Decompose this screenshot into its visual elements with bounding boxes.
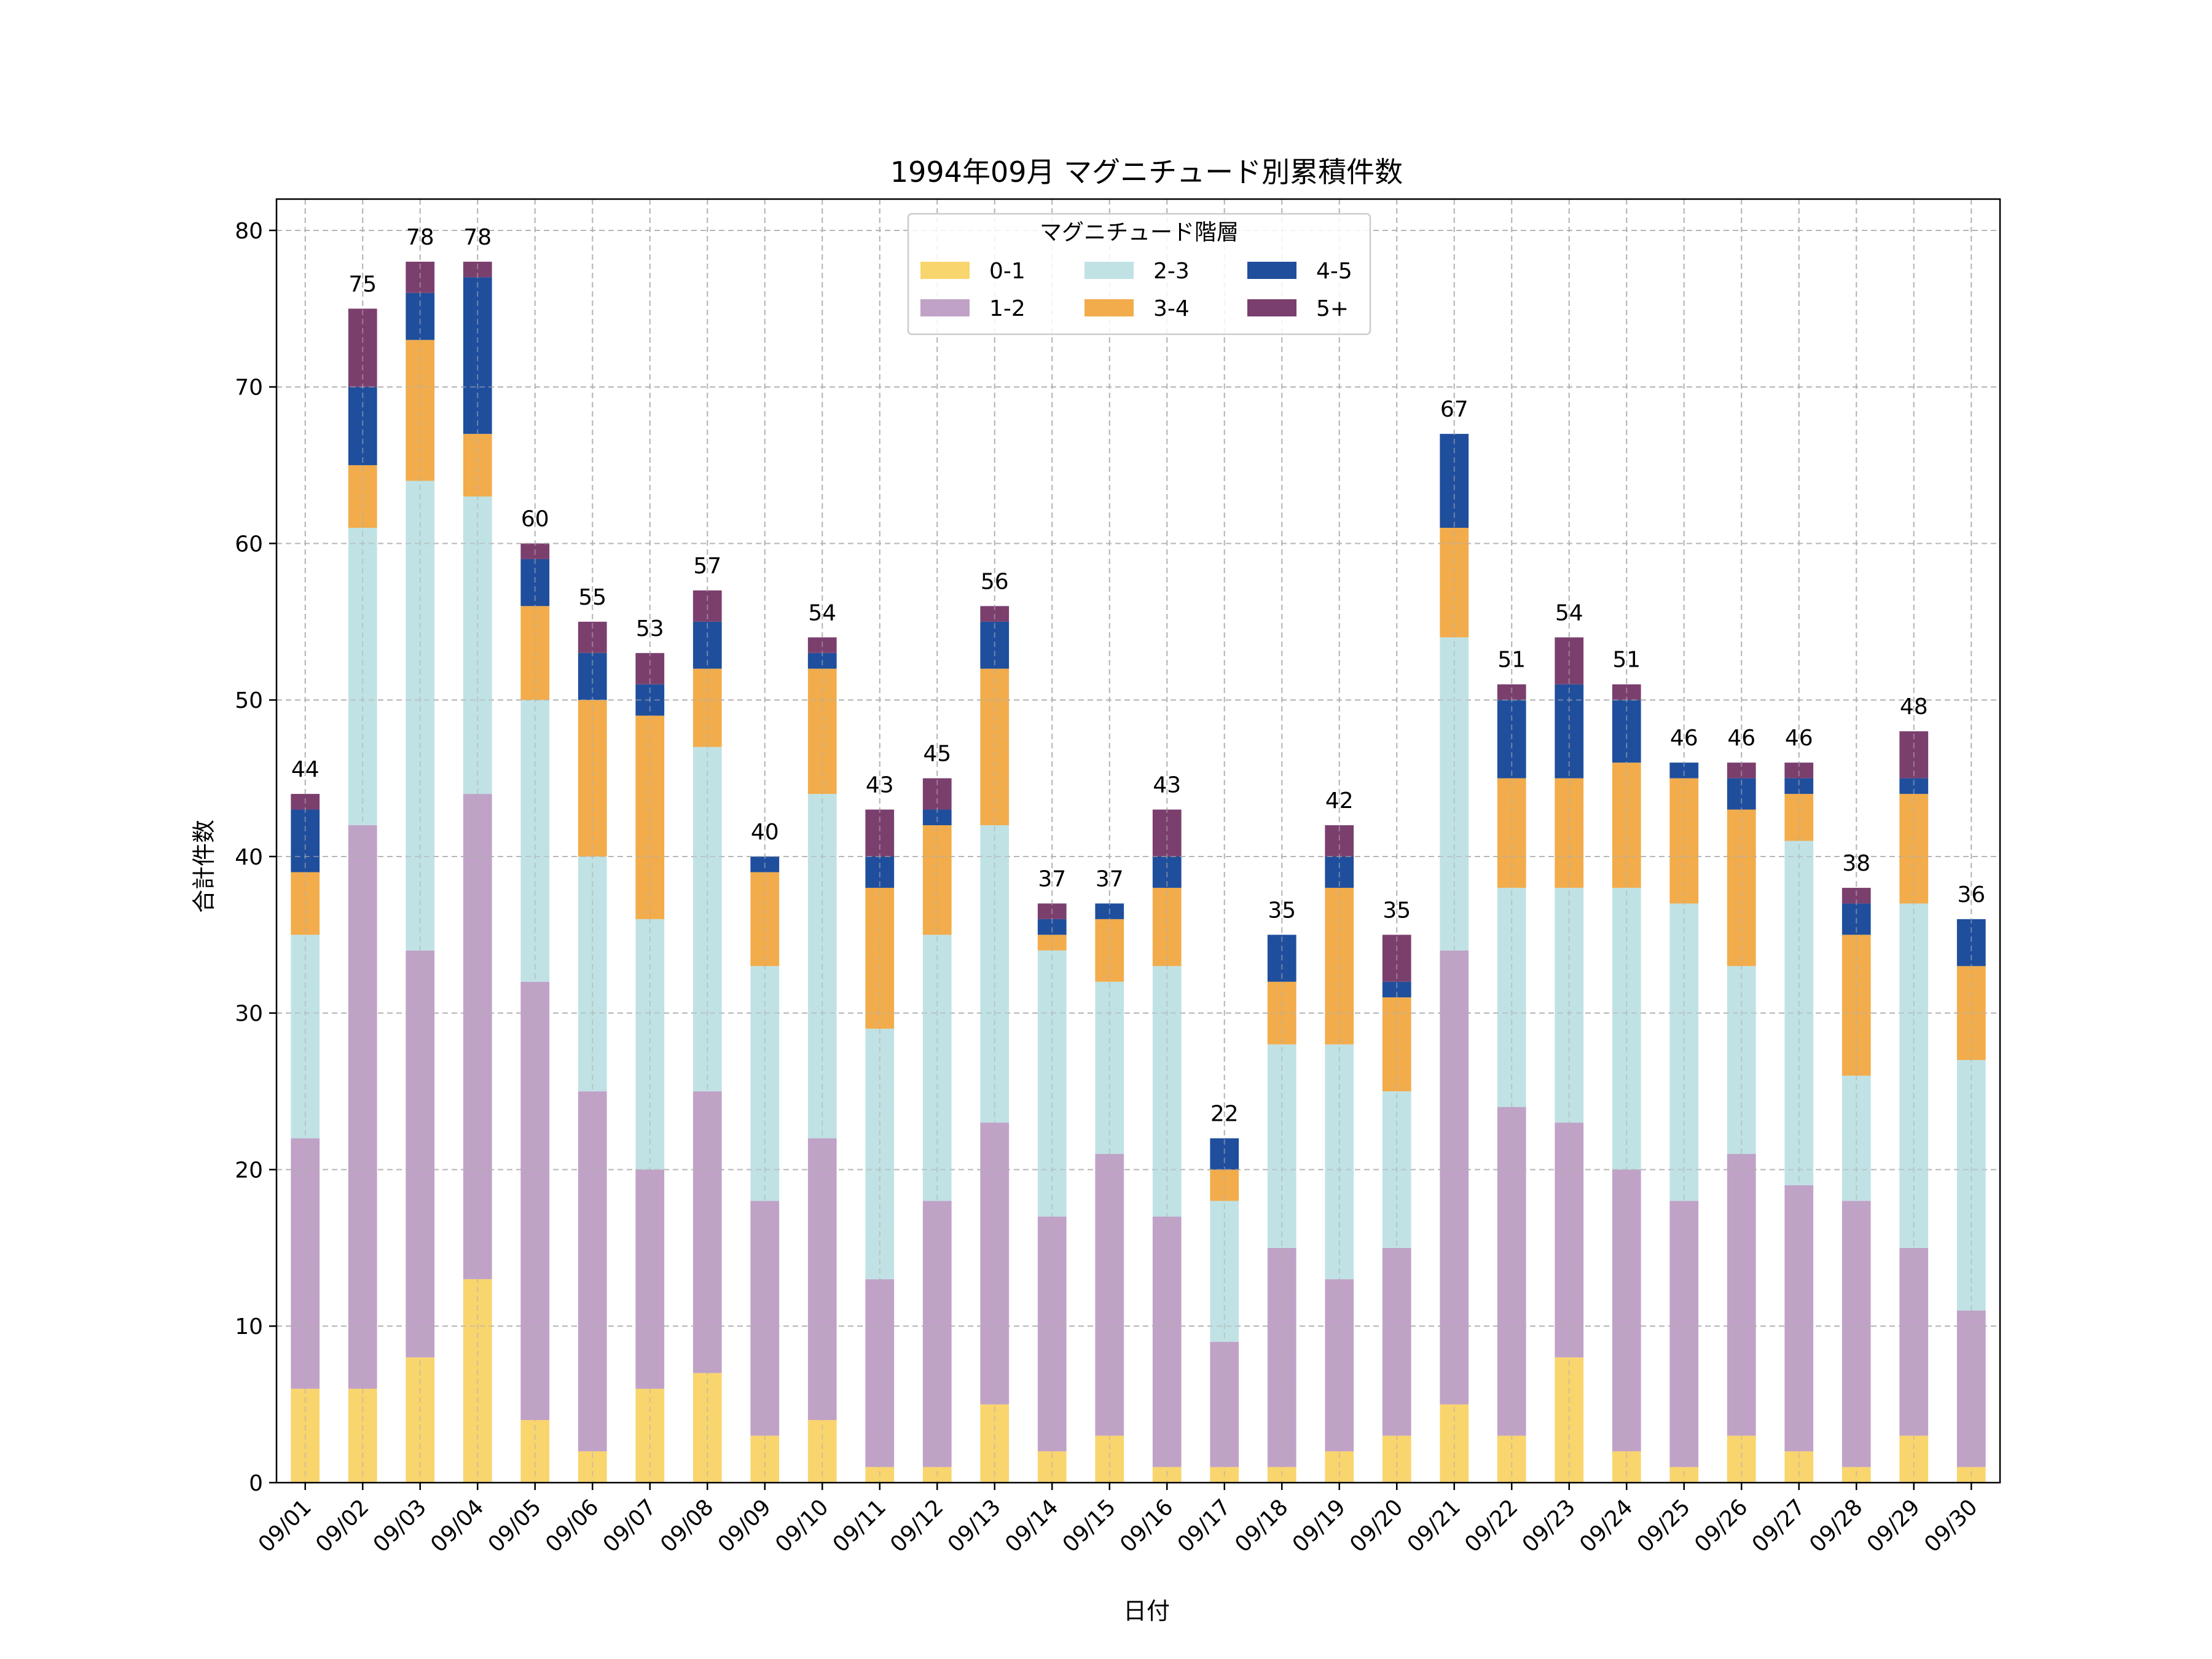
legend-title: マグニチュード階層 bbox=[1040, 220, 1239, 245]
bar-segment-2-3 bbox=[635, 919, 665, 1170]
bar-segment-3-4 bbox=[578, 700, 607, 857]
total-label: 55 bbox=[578, 585, 606, 610]
total-label: 45 bbox=[923, 742, 951, 767]
y-tick-label: 60 bbox=[235, 531, 263, 557]
legend-swatch-1-2 bbox=[920, 299, 970, 316]
total-label: 44 bbox=[291, 757, 320, 782]
total-label: 43 bbox=[1153, 773, 1181, 798]
bar-segment-3-4 bbox=[922, 825, 952, 935]
chart-title: 1994年09月 マグニチュード別累積件数 bbox=[890, 155, 1403, 189]
legend-swatch-4-5 bbox=[1247, 262, 1296, 279]
y-tick-label: 70 bbox=[235, 375, 263, 401]
total-label: 38 bbox=[1842, 851, 1870, 876]
legend: マグニチュード階層 0-1 1-2 2-3 3-4 4-5 5+ bbox=[907, 213, 1371, 335]
y-tick-label: 30 bbox=[235, 1002, 263, 1027]
legend-label-4-5: 4-5 bbox=[1316, 259, 1352, 284]
legend-swatch-0-1 bbox=[920, 262, 970, 279]
total-labels: 44 75 78 78 60 55 53 57 40 54 43 45 56 37 37 43 22 35 42 35… bbox=[291, 225, 1985, 1127]
total-label: 51 bbox=[1497, 648, 1526, 673]
y-tick-label: 40 bbox=[235, 845, 263, 870]
legend-swatch-2-3 bbox=[1084, 262, 1134, 279]
bar-segment-3-4 bbox=[1497, 778, 1526, 888]
plot-frame bbox=[275, 198, 2001, 1484]
y-tick-label: 50 bbox=[235, 688, 263, 713]
total-label: 35 bbox=[1268, 898, 1296, 923]
bar-segment-3-4 bbox=[1555, 778, 1584, 888]
total-label: 40 bbox=[751, 820, 779, 845]
total-label: 42 bbox=[1325, 788, 1354, 814]
total-label: 78 bbox=[406, 225, 434, 250]
total-label: 46 bbox=[1785, 726, 1813, 751]
legend-label-3-4: 3-4 bbox=[1153, 296, 1190, 321]
total-label: 48 bbox=[1900, 694, 1928, 720]
x-axis-label: 日付 bbox=[1123, 1598, 1170, 1625]
y-axis-ticks: 0 10 20 30 40 50 60 70 80 bbox=[235, 219, 276, 1496]
legend-swatch-3-4 bbox=[1084, 299, 1134, 316]
y-tick-label: 80 bbox=[235, 219, 263, 244]
legend-swatch-5+ bbox=[1247, 299, 1296, 316]
total-label: 67 bbox=[1440, 397, 1469, 422]
total-label: 78 bbox=[463, 225, 492, 250]
total-label: 60 bbox=[521, 506, 549, 531]
total-label: 57 bbox=[693, 554, 721, 579]
total-label: 56 bbox=[981, 569, 1009, 594]
legend-label-2-3: 2-3 bbox=[1153, 259, 1190, 284]
total-label: 75 bbox=[348, 272, 377, 297]
total-label: 37 bbox=[1096, 866, 1124, 892]
total-label: 46 bbox=[1727, 726, 1755, 751]
legend-label-1-2: 1-2 bbox=[989, 296, 1026, 321]
y-tick-label: 10 bbox=[235, 1314, 263, 1339]
total-label: 46 bbox=[1670, 726, 1698, 751]
total-label: 37 bbox=[1038, 866, 1066, 892]
total-label: 22 bbox=[1210, 1102, 1239, 1127]
total-label: 43 bbox=[866, 773, 894, 798]
bar-segment-2-3 bbox=[1152, 966, 1182, 1217]
total-label: 51 bbox=[1612, 648, 1641, 673]
y-axis-label: 合計件数 bbox=[190, 820, 218, 913]
bar-segment-1-2 bbox=[1267, 1247, 1296, 1467]
legend-label-0-1: 0-1 bbox=[989, 259, 1026, 284]
y-tick-label: 0 bbox=[249, 1471, 263, 1496]
total-label: 36 bbox=[1957, 882, 1985, 908]
bar-segment-3-4 bbox=[1727, 809, 1756, 967]
total-label: 54 bbox=[808, 600, 836, 626]
total-label: 35 bbox=[1382, 898, 1411, 923]
legend-label-5+: 5+ bbox=[1316, 296, 1349, 321]
legend-entries: 0-1 1-2 2-3 3-4 4-5 5+ bbox=[920, 259, 1352, 321]
total-label: 53 bbox=[636, 616, 664, 641]
total-label: 54 bbox=[1555, 600, 1583, 626]
y-tick-label: 20 bbox=[235, 1158, 263, 1183]
